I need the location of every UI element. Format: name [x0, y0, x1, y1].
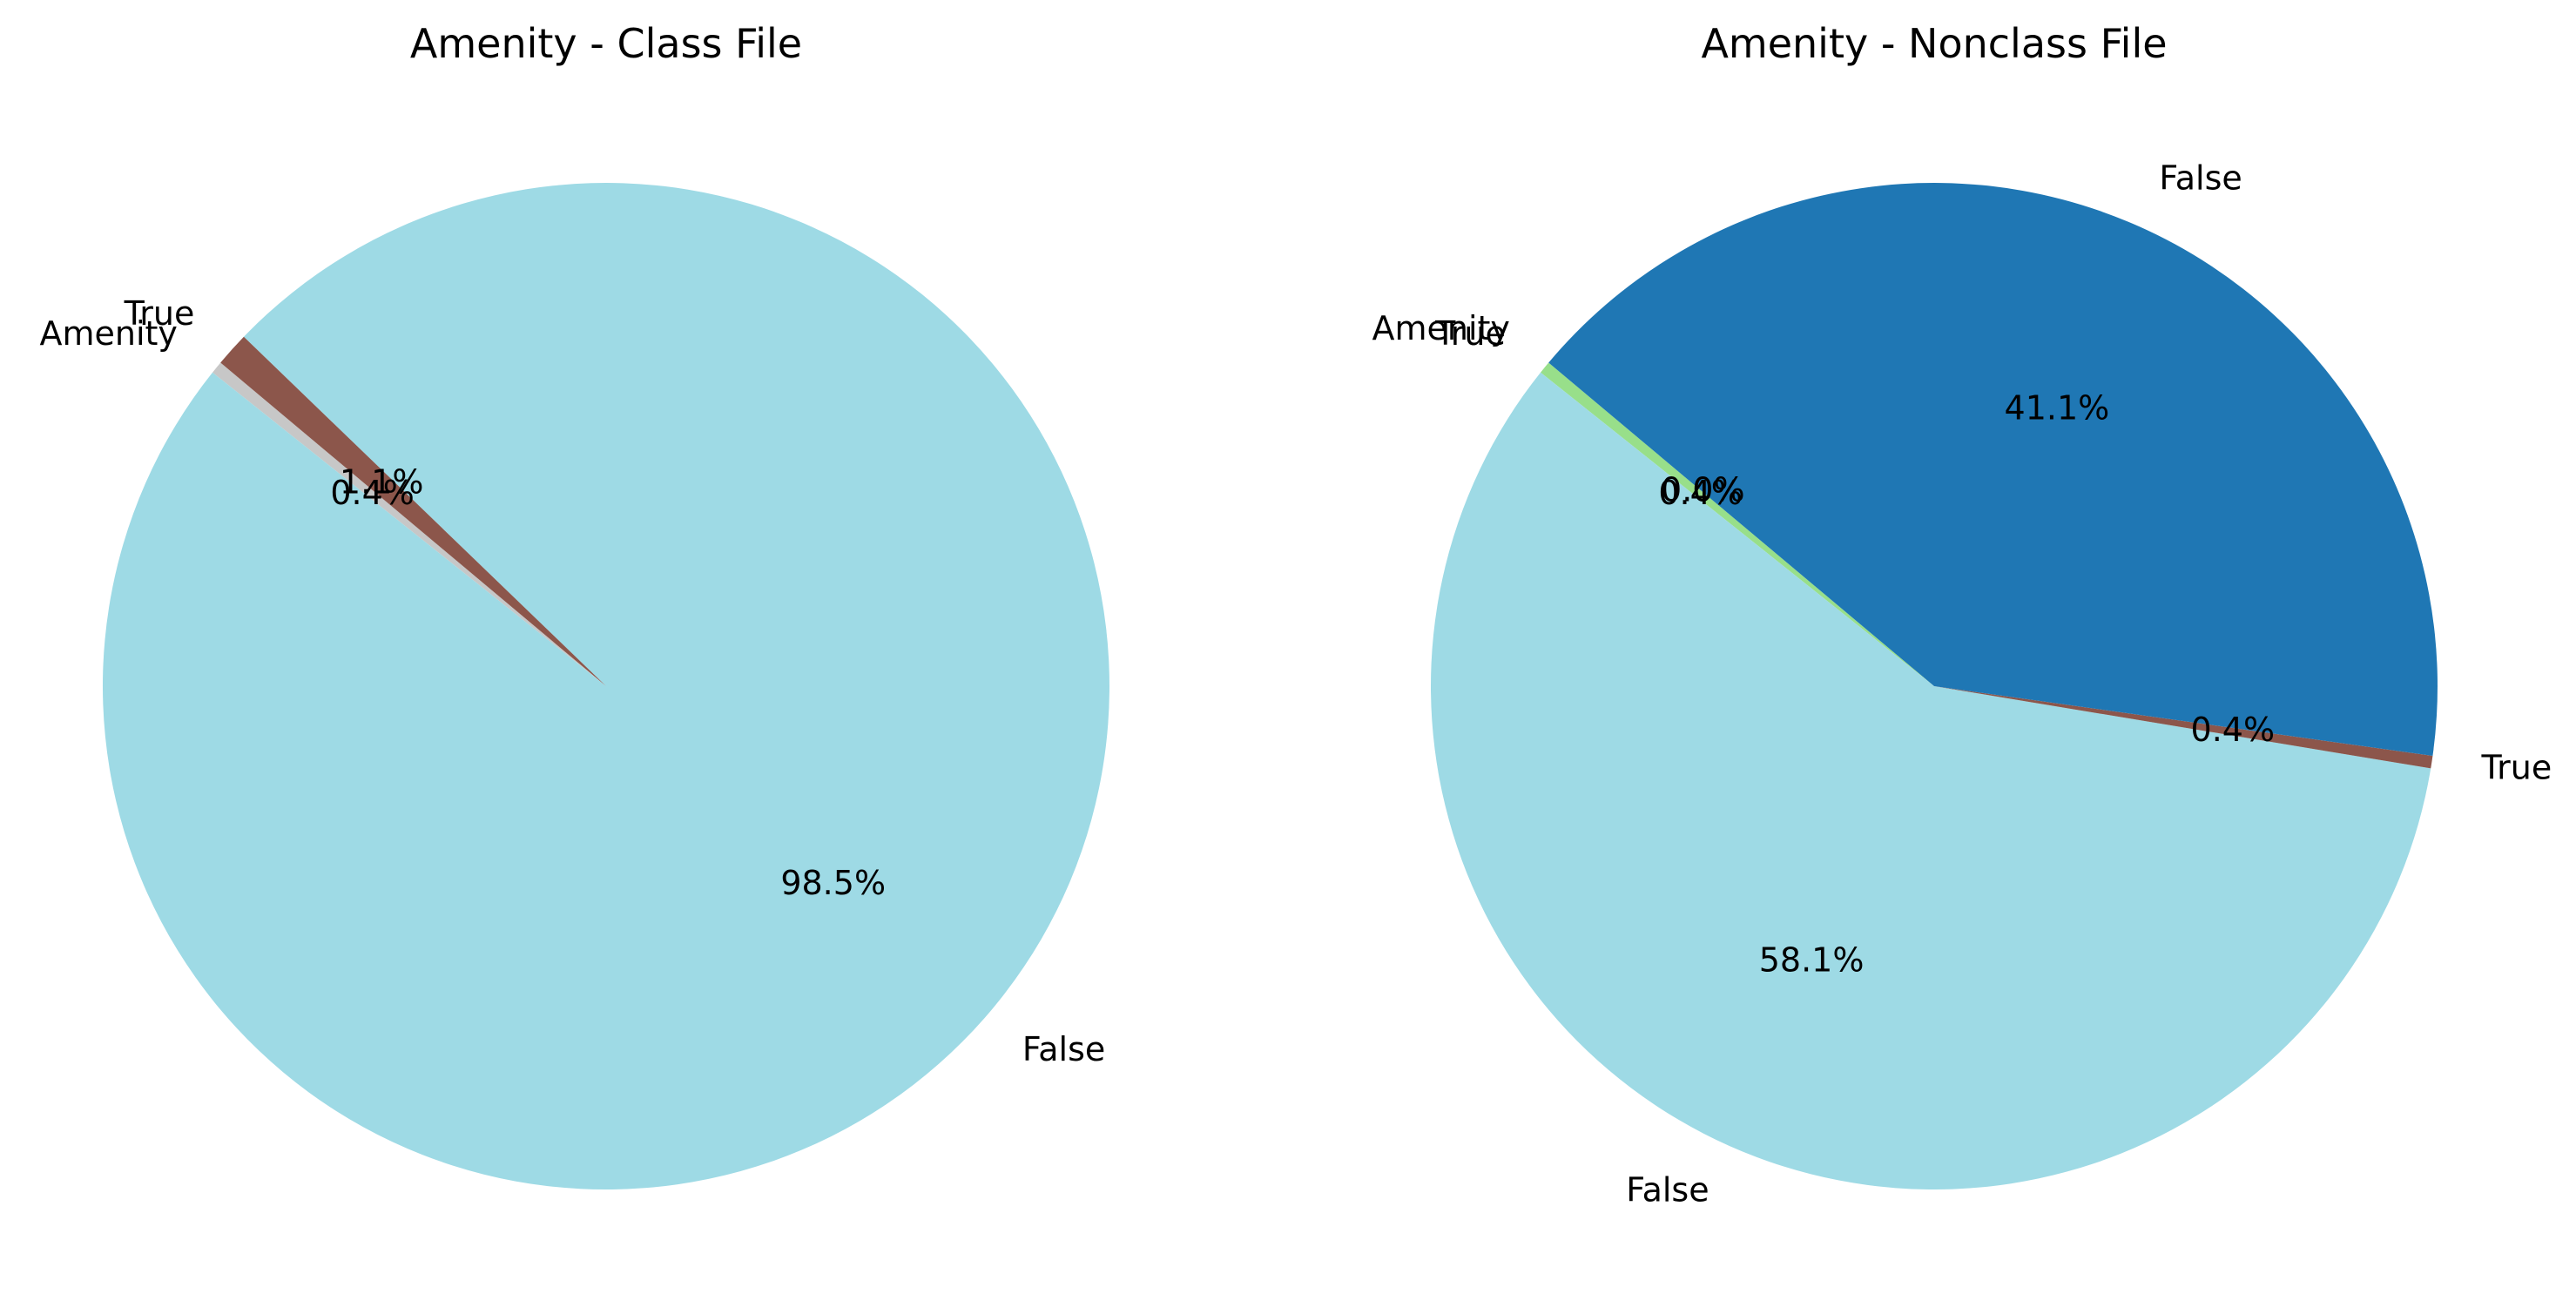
class-file-chart-title: Amenity - Class File: [410, 20, 802, 67]
nonclass-file-chart-title: Amenity - Nonclass File: [1701, 20, 2167, 67]
nonclass-file-slice-label-amenity-0: Amenity: [1372, 309, 1509, 347]
class-file-slice-pct-amenity-0: 0.4%: [330, 474, 415, 512]
class-file-slice-pct-false-1: 98.5%: [780, 864, 886, 902]
nonclass-file-slice-label-false-2: False: [1626, 1170, 1709, 1209]
class-file-slice-false-1: [102, 183, 1109, 1190]
nonclass-file-slice-pct-true-1: 0.4%: [1658, 474, 1743, 512]
class-file-pie-chart: Amenity - Class File Amenity 0.4% False 98.…: [39, 20, 1109, 1190]
nonclass-file-slice-pct-false-2: 58.1%: [1759, 940, 1865, 979]
nonclass-file-slice-label-true-1: True: [1434, 314, 1506, 353]
nonclass-file-slice-true-3: [1934, 686, 2433, 769]
nonclass-file-slice-pct-true-3: 0.4%: [2191, 711, 2276, 749]
nonclass-file-slice-false-4: [1548, 183, 2438, 757]
class-file-slice-label-false-1: False: [1022, 1030, 1105, 1068]
class-file-slice-label-amenity-0: Amenity: [39, 314, 177, 353]
nonclass-file-slices: [1431, 183, 2438, 1189]
nonclass-file-slice-label-false-4: False: [2159, 159, 2242, 198]
class-file-slice-pct-true-2: 1.1%: [340, 463, 424, 502]
nonclass-file-slice-pct-false-4: 41.1%: [2005, 389, 2110, 428]
class-file-slice-amenity-0: [212, 362, 606, 686]
class-file-slices: [102, 183, 1109, 1190]
nonclass-file-slice-pct-amenity-0: 0.0%: [1661, 471, 1745, 509]
class-file-labels: Amenity 0.4% False 98.5% True 1.1%: [39, 294, 1105, 1068]
nonclass-file-slice-label-true-3: True: [2481, 749, 2552, 787]
nonclass-file-labels: Amenity 0.0% True 0.4% False 58.1% True 0.4% Fal…: [1372, 159, 2552, 1210]
nonclass-file-pie-chart: Amenity - Nonclass File Amenity 0.0% True 0…: [1372, 20, 2552, 1209]
class-file-slice-label-true-2: True: [124, 294, 195, 333]
nonclass-file-slice-false-2: [1431, 372, 2431, 1189]
nonclass-file-slice-true-1: [1541, 362, 1934, 686]
class-file-slice-true-2: [220, 336, 607, 686]
